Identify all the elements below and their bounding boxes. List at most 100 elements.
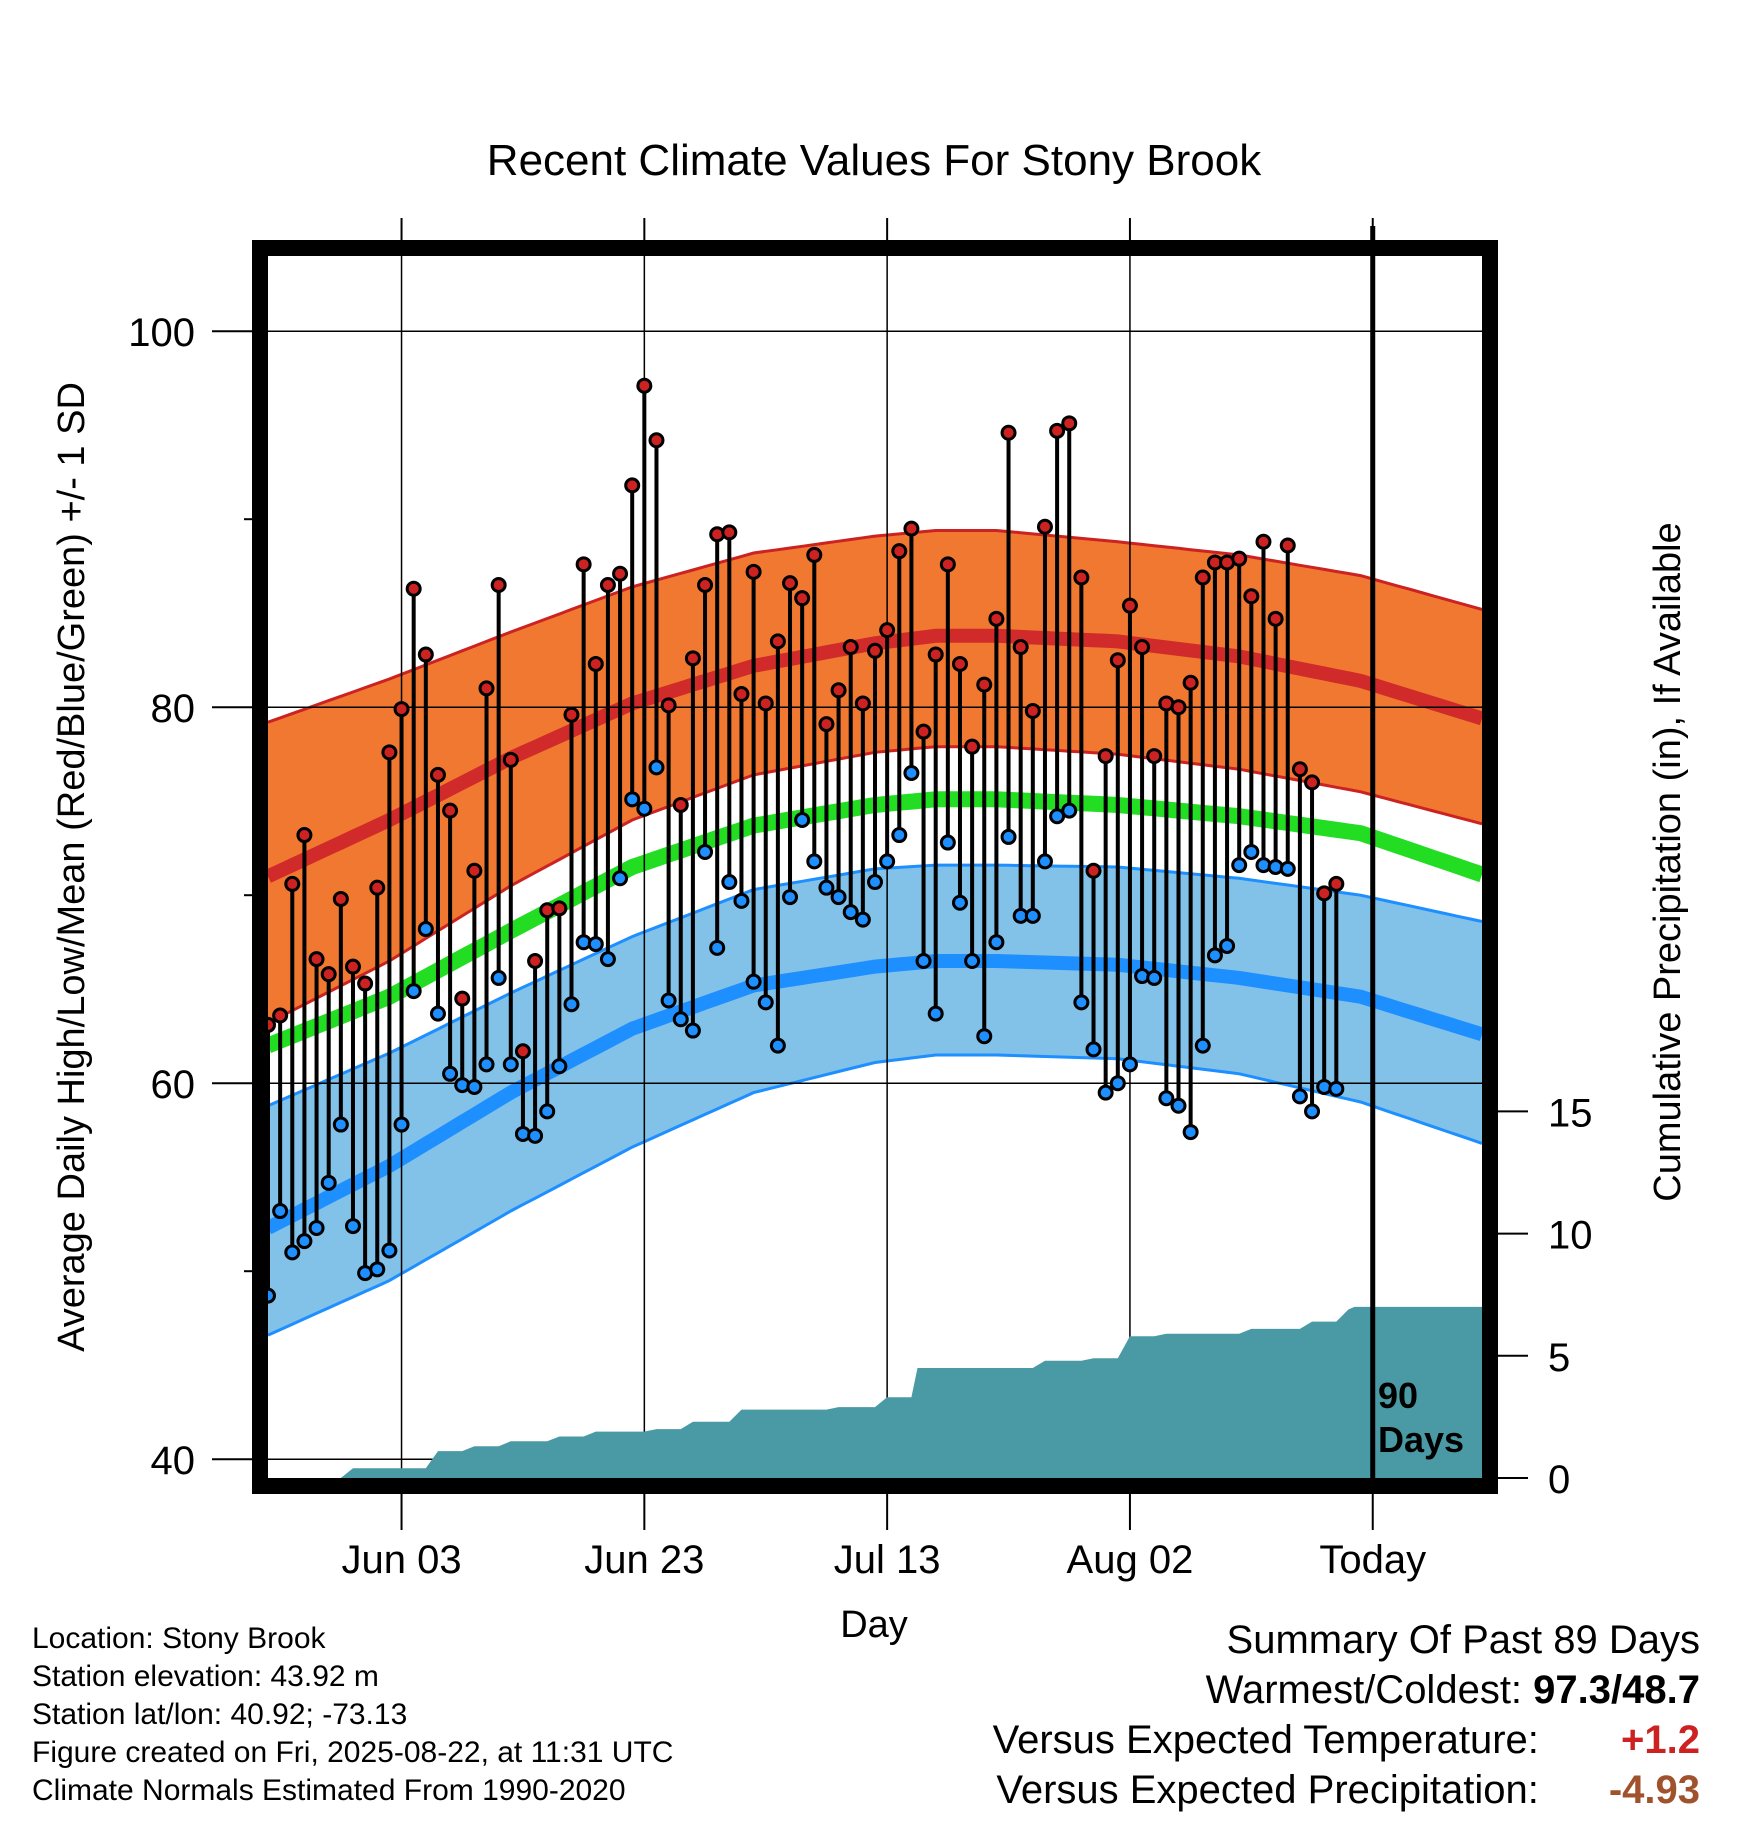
high-point bbox=[697, 577, 714, 593]
high-point bbox=[964, 738, 981, 755]
low-point bbox=[1109, 1075, 1126, 1092]
high-point bbox=[284, 875, 301, 892]
high-point bbox=[903, 520, 920, 537]
low-point bbox=[429, 1005, 446, 1022]
high-point bbox=[417, 646, 434, 663]
low-point bbox=[684, 1022, 701, 1039]
low-point bbox=[308, 1219, 325, 1236]
low-point bbox=[624, 791, 641, 808]
high-point bbox=[599, 577, 616, 593]
low-point bbox=[1024, 907, 1041, 924]
x-axis: Jun 03 Jun 23 Jul 13 Aug 02 Today bbox=[341, 218, 1426, 1582]
low-point bbox=[988, 934, 1005, 951]
y-tick-label: 100 bbox=[128, 311, 195, 355]
high-point bbox=[1194, 569, 1211, 586]
low-point bbox=[344, 1218, 361, 1235]
high-point bbox=[782, 575, 799, 592]
low-point bbox=[478, 1056, 495, 1073]
low-point bbox=[964, 953, 981, 969]
low-point bbox=[1061, 802, 1078, 819]
low-point bbox=[1328, 1080, 1345, 1097]
high-point bbox=[1134, 639, 1151, 656]
temp-value: +1.2 bbox=[1621, 1718, 1700, 1762]
low-point bbox=[1158, 1090, 1175, 1107]
low-point bbox=[757, 994, 774, 1011]
high-point bbox=[672, 796, 689, 813]
low-point bbox=[733, 892, 750, 909]
low-point bbox=[648, 759, 665, 776]
high-point bbox=[587, 655, 604, 672]
high-point bbox=[624, 477, 641, 494]
y2-tick-label: 15 bbox=[1548, 1091, 1593, 1135]
high-point bbox=[466, 862, 483, 879]
low-point bbox=[818, 879, 835, 896]
low-point bbox=[1231, 857, 1248, 874]
high-point bbox=[1231, 550, 1248, 567]
low-point bbox=[709, 939, 726, 956]
high-point bbox=[684, 650, 701, 667]
low-point bbox=[1182, 1124, 1199, 1141]
high-point bbox=[1085, 862, 1102, 879]
low-point bbox=[527, 1127, 544, 1144]
high-point bbox=[976, 676, 993, 693]
high-point bbox=[1036, 518, 1053, 535]
x-tick-label: Today bbox=[1319, 1538, 1426, 1582]
elevation-text: Station elevation: 43.92 m bbox=[32, 1660, 379, 1693]
low-point bbox=[697, 843, 714, 860]
high-point bbox=[951, 655, 968, 672]
high-point bbox=[1097, 748, 1114, 765]
x-tick-label: Jun 23 bbox=[584, 1538, 704, 1582]
high-upper-line bbox=[267, 529, 1483, 724]
low-point bbox=[794, 812, 811, 828]
low-point bbox=[1206, 947, 1223, 964]
low-point bbox=[891, 827, 908, 844]
low-point bbox=[854, 911, 871, 928]
low-point bbox=[1291, 1088, 1308, 1105]
low-point bbox=[745, 973, 762, 990]
high-point bbox=[454, 990, 471, 1007]
low-point bbox=[332, 1116, 349, 1133]
low-point bbox=[1219, 937, 1236, 954]
low-point bbox=[842, 904, 859, 921]
observations bbox=[260, 377, 1345, 1304]
low-point bbox=[1243, 843, 1260, 860]
low-point bbox=[939, 834, 956, 851]
low-normal-line bbox=[264, 954, 1485, 1235]
low-point bbox=[1146, 969, 1163, 986]
low-point bbox=[1194, 1037, 1211, 1054]
low-point bbox=[1073, 994, 1090, 1011]
x-tick-label: Aug 02 bbox=[1067, 1538, 1194, 1582]
y2-axis-label: Cumulative Precipitation (in), If Availa… bbox=[1647, 522, 1689, 1201]
low-point bbox=[599, 951, 616, 968]
y2-axis: 0 5 10 15 bbox=[1490, 1091, 1593, 1502]
window-label-line2: Days bbox=[1378, 1419, 1464, 1460]
high-point bbox=[332, 890, 349, 907]
y2-tick-label: 5 bbox=[1548, 1336, 1570, 1380]
window-label-line1: 90 bbox=[1378, 1375, 1418, 1416]
precip-label: Versus Expected Precipitation: bbox=[996, 1768, 1539, 1812]
high-point bbox=[1061, 415, 1078, 432]
high-point bbox=[721, 524, 738, 541]
summary-precip: Versus Expected Precipitation: -4.93 bbox=[993, 1765, 1700, 1815]
y2-tick-label: 10 bbox=[1548, 1214, 1593, 1258]
x-tick-label: Jul 13 bbox=[834, 1538, 941, 1582]
low-point bbox=[1121, 1056, 1138, 1073]
precip-area bbox=[268, 1306, 1482, 1478]
high-point bbox=[939, 556, 956, 573]
low-point bbox=[976, 1028, 993, 1045]
high-point bbox=[879, 622, 896, 639]
warm-cold-label: Warmest/Coldest: bbox=[1205, 1668, 1523, 1712]
low-point bbox=[369, 1261, 386, 1278]
low-point bbox=[830, 889, 847, 906]
high-point bbox=[1000, 424, 1017, 441]
high-point bbox=[891, 543, 908, 560]
low-point bbox=[769, 1037, 786, 1054]
created-text: Figure created on Fri, 2025-08-22, at 11… bbox=[32, 1736, 674, 1769]
high-point bbox=[1291, 761, 1308, 778]
high-point bbox=[1243, 588, 1260, 605]
low-point bbox=[490, 969, 507, 986]
latlon-text: Station lat/lon: 40.92; -73.13 bbox=[32, 1698, 408, 1731]
high-point bbox=[381, 744, 398, 761]
low-point bbox=[867, 874, 883, 891]
